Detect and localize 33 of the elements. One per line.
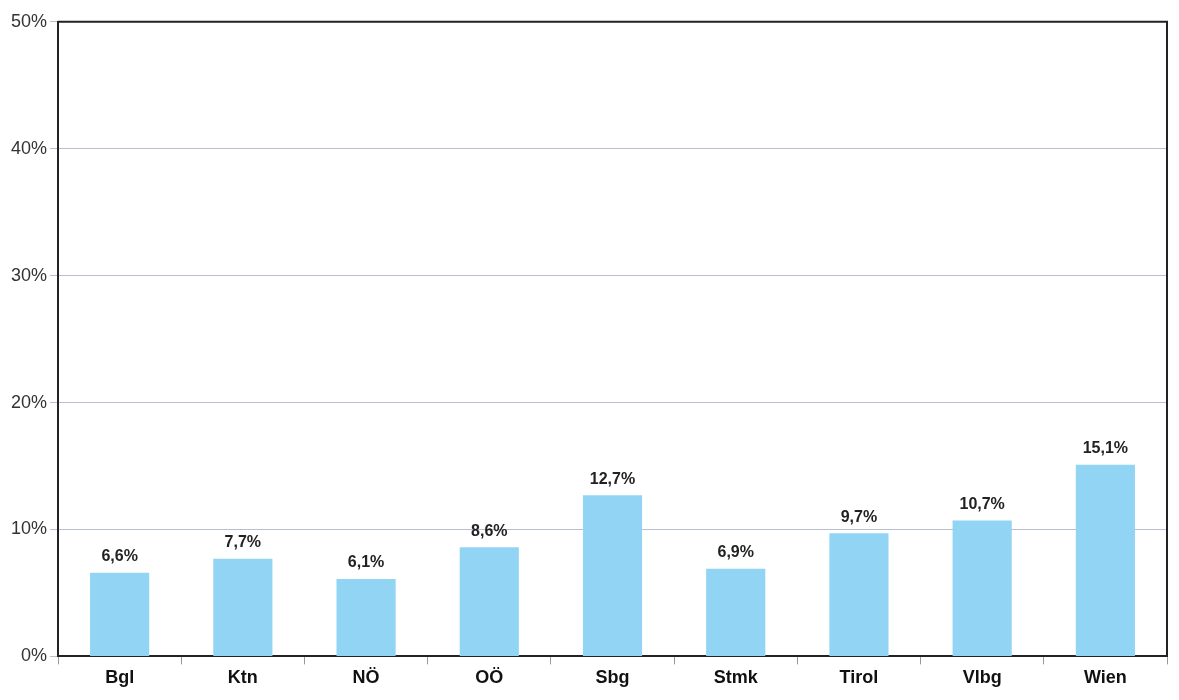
y-tick-label: 40% xyxy=(11,137,48,158)
bar xyxy=(829,533,889,656)
x-tick-label: Tirol xyxy=(839,667,879,688)
x-tick-label: Sbg xyxy=(595,667,630,688)
y-tick-label: 30% xyxy=(11,264,48,285)
bar xyxy=(336,578,396,656)
bar xyxy=(582,495,643,656)
bar xyxy=(90,572,150,656)
y-tick-label: 10% xyxy=(11,518,48,539)
data-label: 6,1% xyxy=(347,553,385,571)
y-tick-label: 0% xyxy=(21,645,48,666)
y-tick-label: 20% xyxy=(11,391,48,412)
data-label: 9,7% xyxy=(840,507,878,525)
bar xyxy=(706,568,766,656)
data-label: 6,6% xyxy=(101,547,138,565)
y-tick-label: 50% xyxy=(11,10,48,31)
bar xyxy=(459,547,519,656)
bar xyxy=(952,520,1012,656)
data-label: 12,7% xyxy=(589,469,636,487)
x-tick-label: NÖ xyxy=(352,667,380,688)
x-tick-label: Vlbg xyxy=(962,667,1002,688)
data-label: 8,6% xyxy=(471,521,508,539)
x-tick-label: Wien xyxy=(1083,667,1127,688)
x-tick-label: OÖ xyxy=(475,667,504,688)
x-tick-label: Stmk xyxy=(713,667,759,688)
data-label: 7,7% xyxy=(224,533,262,551)
x-tick-label: Ktn xyxy=(227,667,258,688)
data-label: 6,9% xyxy=(717,543,754,561)
bar xyxy=(213,558,273,656)
bar xyxy=(1075,464,1135,656)
data-label: 10,7% xyxy=(959,495,1005,512)
x-tick-label: Bgl xyxy=(105,667,135,688)
data-label: 15,1% xyxy=(1082,439,1129,457)
